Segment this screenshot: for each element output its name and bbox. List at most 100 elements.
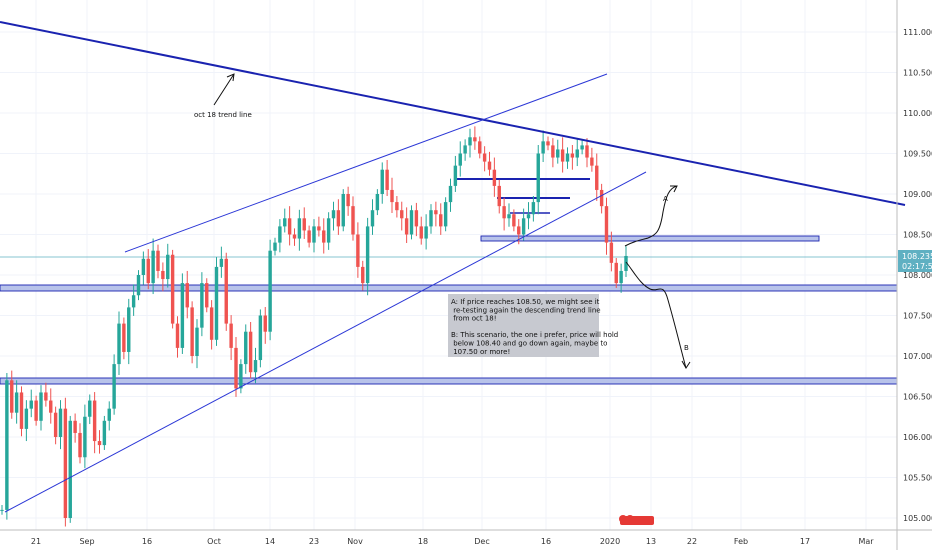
support-zone-10665 [0, 377, 898, 385]
candle [166, 243, 170, 288]
note-line: 107.50 or more! [451, 348, 510, 356]
candle [595, 153, 599, 201]
candle [458, 141, 462, 177]
candle [5, 373, 9, 520]
candle [409, 205, 414, 240]
candle [443, 197, 448, 232]
candle [385, 159, 389, 197]
candle [112, 354, 116, 415]
price-tick-label: 106.000 [903, 433, 932, 442]
time-tick-label: 21 [31, 537, 41, 546]
candle [10, 370, 14, 419]
candle [521, 208, 526, 241]
candle [468, 128, 472, 158]
time-tick-label: 23 [309, 537, 319, 546]
candle [404, 207, 409, 244]
time-tick-label: Sep [79, 537, 94, 546]
candle [512, 209, 516, 232]
trend-lines [0, 21, 906, 513]
candle [78, 423, 82, 464]
time-tick-label: Feb [734, 537, 748, 546]
candle [560, 137, 565, 173]
candle [390, 177, 394, 214]
time-tick-label: 2020 [600, 537, 620, 546]
candle [92, 392, 97, 454]
economic-events-icon[interactable] [619, 515, 654, 525]
candle [49, 388, 53, 424]
candle [307, 225, 311, 248]
candle [58, 400, 63, 450]
candle [297, 209, 302, 251]
candle [497, 179, 501, 214]
candle [326, 212, 331, 250]
scenario-b-path [625, 261, 687, 369]
candle [73, 413, 77, 443]
candle [29, 389, 33, 418]
price-tick-label: 110.000 [903, 109, 932, 118]
candle [624, 246, 628, 278]
candle [356, 222, 360, 278]
channel-lower-line [4, 171, 647, 513]
candle [156, 244, 160, 279]
time-tick-label: Oct [207, 537, 221, 546]
candles [0, 126, 628, 527]
candle [302, 207, 306, 239]
candle [287, 206, 292, 246]
last-price-value: 108.235 [902, 252, 932, 261]
oct18-arrow-head [226, 73, 235, 82]
price-tick-label: 105.000 [903, 514, 932, 523]
oct18-label: oct 18 trend line [194, 111, 252, 119]
time-tick-label: 16 [142, 537, 152, 546]
candle [351, 196, 355, 241]
price-axis[interactable]: 111.000 110.500 110.000 109.500 109.000 108.5… [903, 28, 932, 523]
candle [609, 231, 614, 272]
candle [68, 415, 72, 523]
time-tick-label: 13 [646, 537, 656, 546]
time-tick-label: 17 [800, 537, 810, 546]
candle [83, 404, 87, 469]
resistance-zone-10845 [480, 235, 820, 242]
last-price-label: 108.235 02:17:51 [898, 250, 932, 272]
candle [214, 257, 219, 346]
candle [185, 270, 189, 319]
candle [205, 278, 209, 313]
candle [292, 228, 297, 246]
candle [556, 139, 560, 164]
candle [200, 272, 204, 337]
candle [268, 239, 272, 341]
candle [551, 138, 555, 168]
price-tick-label: 109.500 [903, 150, 932, 159]
price-tick-label: 109.000 [903, 190, 932, 199]
time-tick-label: 22 [687, 537, 697, 546]
candle [170, 249, 175, 329]
candle [19, 386, 24, 437]
candle [546, 136, 550, 151]
candle [161, 262, 165, 292]
candle [180, 273, 185, 354]
candle [175, 316, 180, 358]
candle [585, 138, 589, 168]
candle [39, 385, 43, 431]
candle [502, 197, 506, 231]
candle [336, 199, 341, 235]
note-line: A: If price reaches 108.50, we might see… [451, 298, 600, 306]
price-tick-label: 108.500 [903, 231, 932, 240]
candle [244, 324, 248, 374]
candle [107, 401, 111, 431]
scenario-arrows [213, 73, 691, 369]
price-tick-label: 107.500 [903, 312, 932, 321]
candle [570, 144, 575, 170]
candle [253, 347, 258, 384]
candle [209, 300, 214, 350]
candle [0, 505, 4, 515]
candle [248, 321, 253, 379]
note-line [451, 323, 453, 331]
time-axis[interactable]: 21 Sep 16 Oct 14 23 Nov 18 Dec 16 2020 13 22 Feb 17 Mar [31, 537, 874, 546]
note-box: A: If price reaches 108.50, we might see… [448, 294, 618, 357]
candle [122, 317, 126, 360]
candle [224, 252, 228, 331]
candle [463, 139, 467, 161]
oct18-arrow [213, 73, 235, 106]
candle [507, 203, 511, 227]
